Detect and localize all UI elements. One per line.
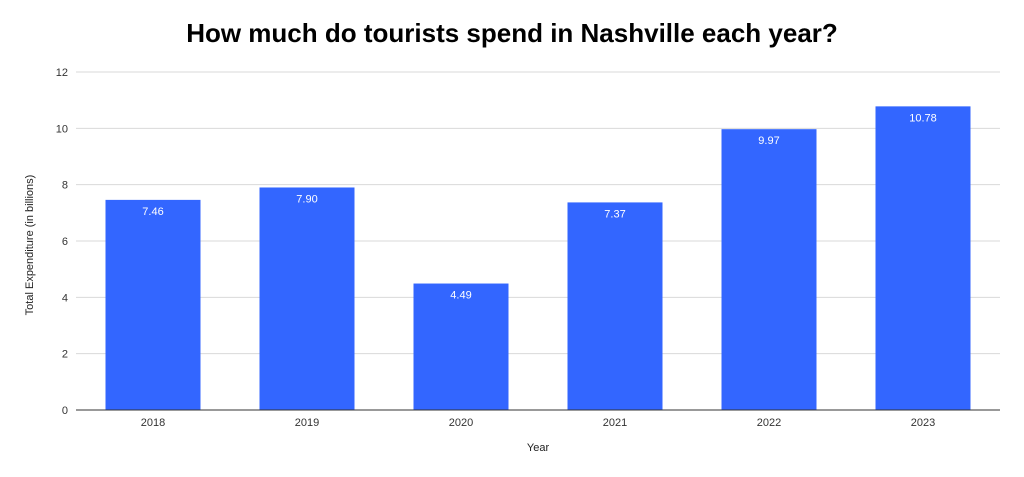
bar-2018 xyxy=(105,199,201,410)
gridlines xyxy=(76,71,1000,355)
y-tick-label: 10 xyxy=(56,123,68,135)
y-axis-label: Total Expenditure (in billions) xyxy=(24,175,36,316)
data-label: 4.49 xyxy=(450,290,471,302)
x-axis-ticks: 2018 2019 2020 2021 2022 2023 xyxy=(141,417,935,429)
x-tick-label: 2023 xyxy=(911,417,935,429)
data-labels: 7.46 7.90 4.49 7.37 9.97 10.78 xyxy=(142,112,936,301)
bar-2019 xyxy=(259,187,355,410)
y-tick-label: 4 xyxy=(62,292,68,304)
bar-2023 xyxy=(875,106,971,410)
data-label: 9.97 xyxy=(758,135,779,147)
bar-2020 xyxy=(413,283,509,410)
y-tick-label: 2 xyxy=(62,349,68,361)
x-tick-label: 2021 xyxy=(603,417,627,429)
chart-title: How much do tourists spend in Nashville … xyxy=(186,18,838,48)
bars xyxy=(105,106,971,410)
y-axis-ticks: 0 2 4 6 8 10 12 xyxy=(56,67,68,417)
y-tick-label: 8 xyxy=(62,180,68,192)
data-label: 7.90 xyxy=(296,193,317,205)
bar-2022 xyxy=(721,129,817,410)
data-label: 7.37 xyxy=(604,208,625,220)
y-tick-label: 6 xyxy=(62,236,68,248)
data-label: 10.78 xyxy=(909,112,937,124)
x-tick-label: 2019 xyxy=(295,417,319,429)
x-axis-label: Year xyxy=(527,442,550,454)
x-tick-label: 2020 xyxy=(449,417,473,429)
data-label: 7.46 xyxy=(142,206,163,218)
x-tick-label: 2022 xyxy=(757,417,781,429)
y-tick-label: 0 xyxy=(62,405,68,417)
bar-2021 xyxy=(567,202,663,410)
x-tick-label: 2018 xyxy=(141,417,165,429)
y-tick-label: 12 xyxy=(56,67,68,79)
